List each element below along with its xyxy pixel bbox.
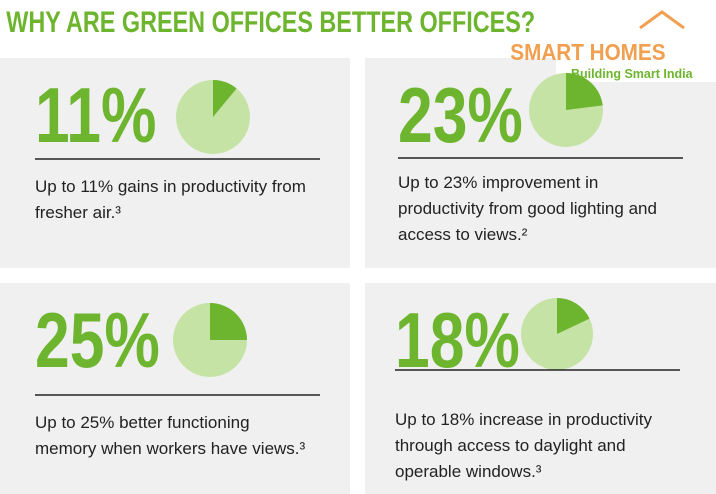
panel [0,283,350,494]
logo-tagline: Building Smart India [571,67,694,81]
description: productivity from good lighting and [398,199,657,218]
title: WHY ARE GREEN OFFICES BETTER OFFICES? [6,5,535,38]
stat-number: 18% [395,296,520,383]
pie-slice [566,73,603,110]
description: Up to 25% better functioning [35,413,250,432]
pie-slice [213,80,237,117]
description: memory when workers have views.³ [35,439,306,458]
stat-number: 23% [398,71,523,158]
logo-name: SMART HOMES [510,39,665,65]
panel [0,58,350,268]
description: Up to 23% improvement in [398,173,598,192]
description: operable windows.³ [395,462,542,481]
stat-number: 25% [35,296,160,383]
logo-bg [556,0,716,82]
description: Up to 11% gains in productivity from [35,177,306,196]
logo-roof [639,10,685,30]
stat-number: 11% [35,71,156,158]
description: fresher air.³ [35,203,121,222]
description: access to views.² [398,225,528,244]
pie-slice [557,298,590,334]
description: through access to daylight and [395,436,626,455]
pie-slice [210,303,247,340]
description: Up to 18% increase in productivity [395,410,653,429]
